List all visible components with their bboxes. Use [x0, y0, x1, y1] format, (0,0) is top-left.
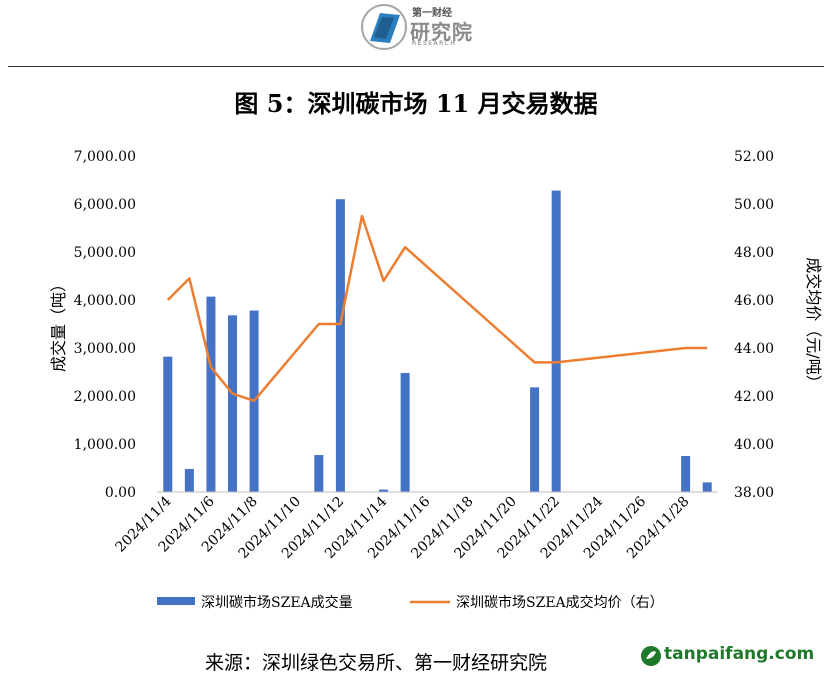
y-right-tick-label: 46.00 [734, 293, 774, 309]
watermark-text: tanpaifang.com [664, 644, 815, 664]
bar-2024/11/4 [163, 356, 173, 492]
y-right-tick-label: 42.00 [734, 389, 774, 405]
bar-2024/11/15 [400, 372, 410, 492]
line-series [166, 214, 708, 403]
y-right-tick-label: 38.00 [734, 485, 774, 501]
source-note: 来源：深圳绿色交易所、第一财经研究院 [205, 652, 548, 674]
y-left-axis-title: 成交量（吨） [49, 276, 68, 372]
bar-series [163, 190, 712, 492]
y-right-tick-label: 48.00 [734, 245, 774, 261]
legend-bar-swatch [157, 597, 195, 605]
y-right-tick-label: 52.00 [734, 149, 774, 165]
research-logo-icon [361, 4, 407, 50]
y-left-tick-label: 0.00 [105, 485, 136, 501]
bar-2024/11/11 [314, 455, 324, 492]
chart-axes: 0.00 1,000.00 2,000.00 3,000.00 4,000.00 5,00… [49, 149, 823, 562]
y-left-tick-label: 5,000.00 [74, 245, 136, 261]
logo-text-main: 研究院 [410, 20, 473, 44]
logo-text-small: 第一财经 [412, 8, 452, 19]
y-right-tick-label: 44.00 [734, 341, 774, 357]
y-right-tick-label: 40.00 [734, 437, 774, 453]
y-right-tick-label: 50.00 [734, 197, 774, 213]
y-left-tick-label: 4,000.00 [74, 293, 136, 309]
bar-2024/11/6 [206, 296, 216, 492]
leaf-icon [641, 646, 661, 666]
bar-2024/11/14 [379, 489, 389, 492]
y-left-tick-label: 1,000.00 [74, 437, 136, 453]
bar-2024/11/5 [184, 468, 194, 492]
y-left-tick-label: 2,000.00 [74, 389, 136, 405]
bar-2024/11/28 [681, 456, 691, 492]
legend-bar-label: 深圳碳市场SZEA成交量 [201, 594, 353, 611]
y-left-tick-label: 3,000.00 [74, 341, 136, 357]
price-line [166, 214, 708, 403]
bar-2024/11/7 [228, 315, 238, 492]
report-header: 第一财经 研究院 RESEARCH [0, 0, 832, 66]
watermark: tanpaifang.com [640, 642, 830, 668]
bar-2024/11/21 [530, 387, 540, 492]
logo-text-sub: RESEARCH [412, 40, 457, 47]
y-left-tick-label: 6,000.00 [74, 197, 136, 213]
figure-title: 图 5：深圳碳市场 11 月交易数据 [234, 89, 598, 118]
legend-line-label: 深圳碳市场SZEA成交均价（右） [456, 594, 664, 611]
bar-2024/11/22 [551, 190, 561, 492]
combo-chart: 0.00 1,000.00 2,000.00 3,000.00 4,000.00 5,00… [49, 149, 823, 611]
y-right-axis-title: 成交均价（元/吨） [804, 257, 823, 390]
chart-legend: 深圳碳市场SZEA成交量 深圳碳市场SZEA成交均价（右） [157, 594, 664, 611]
bar-2024/11/12 [335, 199, 345, 492]
header-divider [8, 66, 824, 67]
bar-2024/11/29 [702, 482, 712, 492]
y-left-tick-label: 7,000.00 [74, 149, 136, 165]
